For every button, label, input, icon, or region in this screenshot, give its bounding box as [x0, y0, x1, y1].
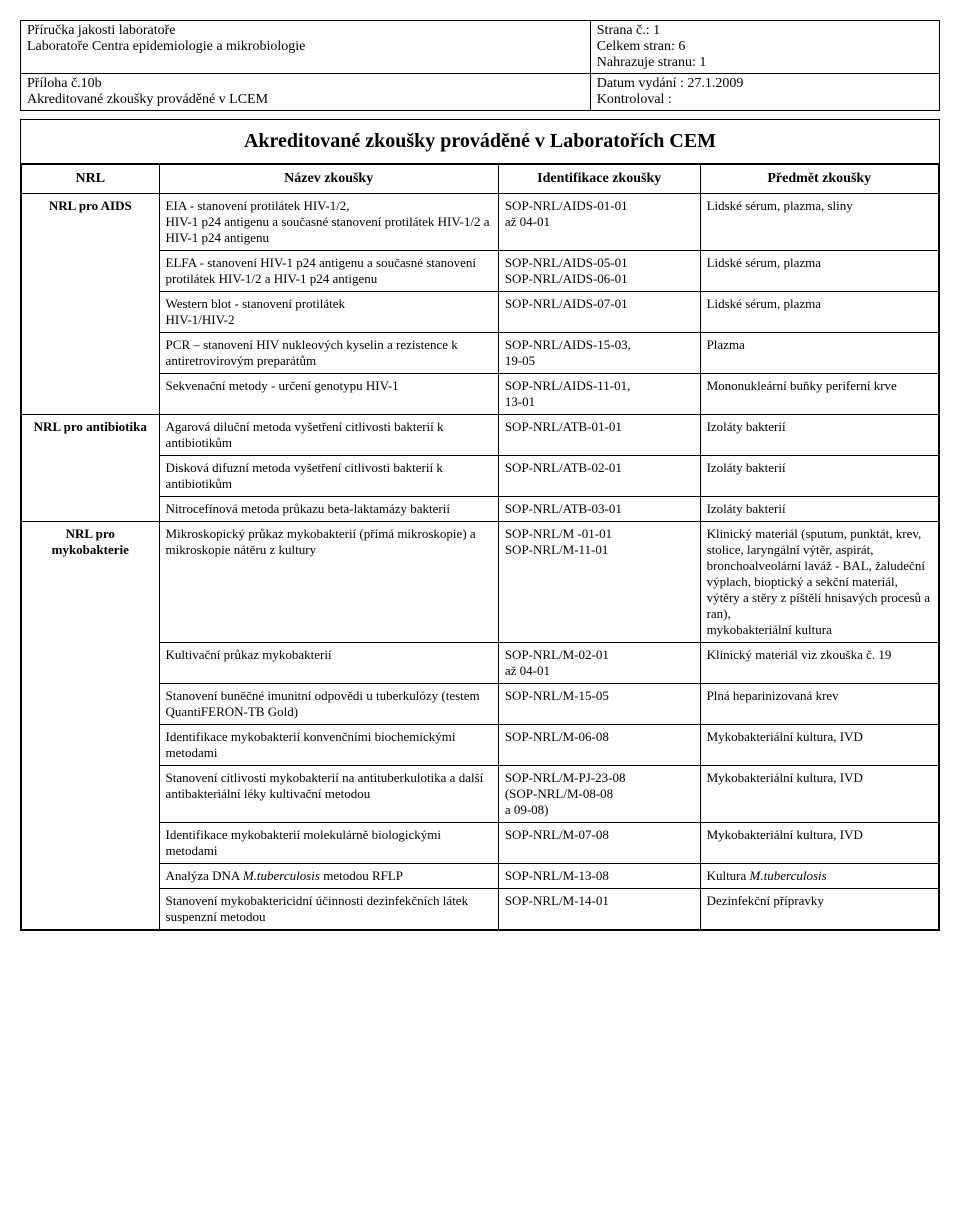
cell-predmet: Izoláty bakterií	[700, 415, 938, 456]
meta-bottom-right: Datum vydání : 27.1.2009 Kontroloval :	[590, 74, 939, 111]
cell-ident: SOP-NRL/ATB-02-01	[498, 456, 700, 497]
table-row: Western blot - stanovení protilátek HIV-…	[22, 292, 939, 333]
table-row: Nitrocefínová metoda průkazu beta-laktam…	[22, 497, 939, 522]
tests-table: NRL Název zkoušky Identifikace zkoušky P…	[21, 164, 939, 930]
page-title: Akreditované zkoušky prováděné v Laborat…	[21, 120, 939, 163]
table-header-row: NRL Název zkoušky Identifikace zkoušky P…	[22, 165, 939, 194]
cell-predmet: Mykobakteriální kultura, IVD	[700, 725, 938, 766]
cell-ident: SOP-NRL/M -01-01 SOP-NRL/M-11-01	[498, 522, 700, 643]
meta-top-left: Příručka jakosti laboratoře Laboratoře C…	[21, 21, 591, 74]
cell-nazev: ELFA - stanovení HIV-1 p24 antigenu a so…	[159, 251, 498, 292]
col-header-ident: Identifikace zkoušky	[498, 165, 700, 194]
cell-nazev: Agarová diluční metoda vyšetření citlivo…	[159, 415, 498, 456]
cell-nazev: Kultivační průkaz mykobakterií	[159, 643, 498, 684]
cell-predmet: Mykobakteriální kultura, IVD	[700, 823, 938, 864]
cell-predmet: Izoláty bakterií	[700, 456, 938, 497]
content-box: Akreditované zkoušky prováděné v Laborat…	[20, 119, 940, 931]
meta-line: Datum vydání : 27.1.2009	[597, 76, 933, 92]
meta-line: Kontroloval :	[597, 92, 933, 108]
cell-ident: SOP-NRL/AIDS-11-01, 13-01	[498, 374, 700, 415]
table-row: PCR – stanovení HIV nukleových kyselin a…	[22, 333, 939, 374]
cell-ident: SOP-NRL/AIDS-15-03, 19-05	[498, 333, 700, 374]
meta-line: Celkem stran: 6	[597, 39, 933, 55]
meta-line: Strana č.: 1	[597, 23, 933, 39]
group-label: NRL pro antibiotika	[22, 415, 160, 522]
cell-nazev: Stanovení mykobaktericidní účinnosti dez…	[159, 889, 498, 930]
cell-ident: SOP-NRL/M-PJ-23-08 (SOP-NRL/M-08-08 a 09…	[498, 766, 700, 823]
cell-predmet: Mykobakteriální kultura, IVD	[700, 766, 938, 823]
cell-ident: SOP-NRL/AIDS-01-01 až 04-01	[498, 194, 700, 251]
cell-ident: SOP-NRL/AIDS-05-01 SOP-NRL/AIDS-06-01	[498, 251, 700, 292]
table-row: NRL pro antibiotikaAgarová diluční metod…	[22, 415, 939, 456]
cell-nazev: Identifikace mykobakterií konvenčními bi…	[159, 725, 498, 766]
cell-predmet: Klinický materiál viz zkouška č. 19	[700, 643, 938, 684]
table-row: Kultivační průkaz mykobakteriíSOP-NRL/M-…	[22, 643, 939, 684]
table-row: Identifikace mykobakterií konvenčními bi…	[22, 725, 939, 766]
meta-bottom-left: Příloha č.10b Akreditované zkoušky prová…	[21, 74, 591, 111]
cell-predmet: Dezinfekční přípravky	[700, 889, 938, 930]
cell-predmet: Plazma	[700, 333, 938, 374]
table-row: NRL pro AIDSEIA - stanovení protilátek H…	[22, 194, 939, 251]
cell-nazev: Mikroskopický průkaz mykobakterií (přímá…	[159, 522, 498, 643]
document-meta-table: Příručka jakosti laboratoře Laboratoře C…	[20, 20, 940, 111]
cell-nazev: Nitrocefínová metoda průkazu beta-laktam…	[159, 497, 498, 522]
cell-ident: SOP-NRL/M-02-01 až 04-01	[498, 643, 700, 684]
cell-nazev: EIA - stanovení protilátek HIV-1/2, HIV-…	[159, 194, 498, 251]
cell-nazev: Stanovení citlivosti mykobakterií na ant…	[159, 766, 498, 823]
cell-nazev: Identifikace mykobakterií molekulárně bi…	[159, 823, 498, 864]
group-label: NRL pro mykobakterie	[22, 522, 160, 930]
cell-predmet: Izoláty bakterií	[700, 497, 938, 522]
cell-nazev: Stanovení buněčné imunitní odpovědi u tu…	[159, 684, 498, 725]
col-header-predmet: Předmět zkoušky	[700, 165, 938, 194]
meta-line: Nahrazuje stranu: 1	[597, 55, 933, 71]
cell-nazev: Disková difuzní metoda vyšetření citlivo…	[159, 456, 498, 497]
table-row: ELFA - stanovení HIV-1 p24 antigenu a so…	[22, 251, 939, 292]
table-row: Disková difuzní metoda vyšetření citlivo…	[22, 456, 939, 497]
cell-ident: SOP-NRL/AIDS-07-01	[498, 292, 700, 333]
col-header-nazev: Název zkoušky	[159, 165, 498, 194]
table-row: Stanovení buněčné imunitní odpovědi u tu…	[22, 684, 939, 725]
cell-ident: SOP-NRL/M-13-08	[498, 864, 700, 889]
cell-ident: SOP-NRL/M-07-08	[498, 823, 700, 864]
cell-nazev: Sekvenační metody - určení genotypu HIV-…	[159, 374, 498, 415]
cell-ident: SOP-NRL/M-06-08	[498, 725, 700, 766]
cell-ident: SOP-NRL/ATB-03-01	[498, 497, 700, 522]
cell-predmet: Klinický materiál (sputum, punktát, krev…	[700, 522, 938, 643]
group-label: NRL pro AIDS	[22, 194, 160, 415]
cell-predmet: Lidské sérum, plazma, sliny	[700, 194, 938, 251]
cell-nazev: Analýza DNA M.tuberculosis metodou RFLP	[159, 864, 498, 889]
meta-top-right: Strana č.: 1 Celkem stran: 6 Nahrazuje s…	[590, 21, 939, 74]
col-header-nrl: NRL	[22, 165, 160, 194]
table-row: Stanovení mykobaktericidní účinnosti dez…	[22, 889, 939, 930]
cell-ident: SOP-NRL/M-14-01	[498, 889, 700, 930]
table-row: Identifikace mykobakterií molekulárně bi…	[22, 823, 939, 864]
table-row: Stanovení citlivosti mykobakterií na ant…	[22, 766, 939, 823]
cell-nazev: PCR – stanovení HIV nukleových kyselin a…	[159, 333, 498, 374]
cell-ident: SOP-NRL/M-15-05	[498, 684, 700, 725]
cell-predmet: Plná heparinizovaná krev	[700, 684, 938, 725]
cell-ident: SOP-NRL/ATB-01-01	[498, 415, 700, 456]
table-row: NRL pro mykobakterieMikroskopický průkaz…	[22, 522, 939, 643]
cell-predmet: Kultura M.tuberculosis	[700, 864, 938, 889]
table-row: Analýza DNA M.tuberculosis metodou RFLPS…	[22, 864, 939, 889]
cell-nazev: Western blot - stanovení protilátek HIV-…	[159, 292, 498, 333]
cell-predmet: Lidské sérum, plazma	[700, 251, 938, 292]
cell-predmet: Mononukleární buňky periferní krve	[700, 374, 938, 415]
cell-predmet: Lidské sérum, plazma	[700, 292, 938, 333]
table-row: Sekvenační metody - určení genotypu HIV-…	[22, 374, 939, 415]
